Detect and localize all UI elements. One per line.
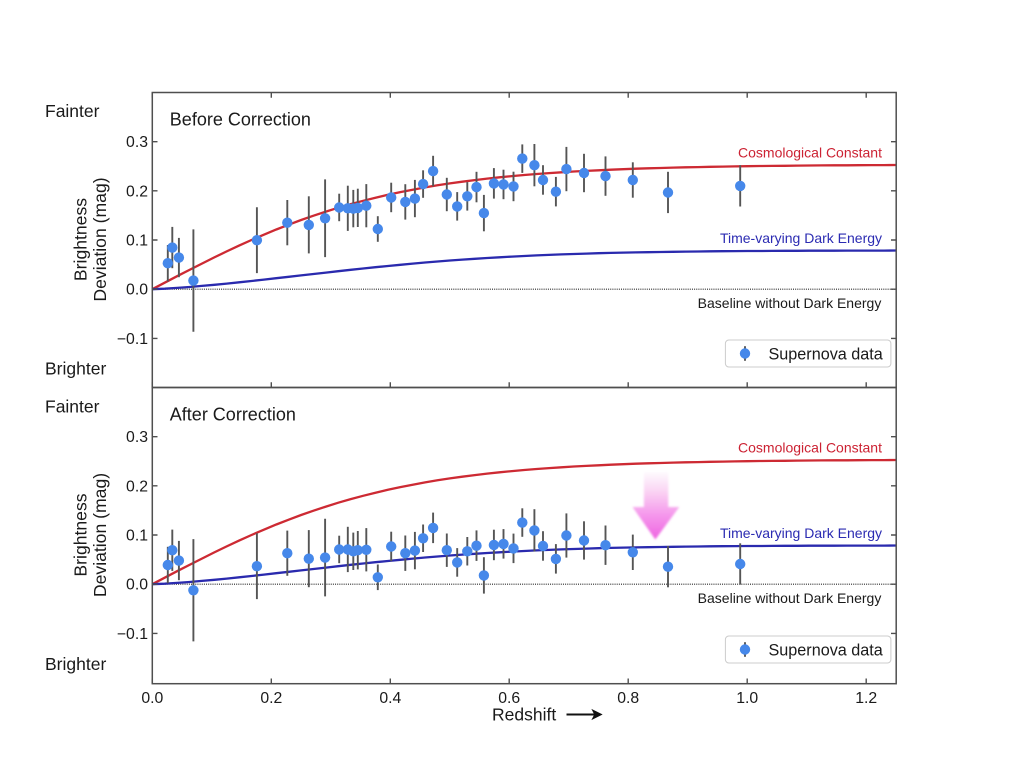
- svg-text:Deviation (mag): Deviation (mag): [90, 473, 110, 597]
- svg-text:Deviation (mag): Deviation (mag): [90, 177, 110, 301]
- svg-text:1.0: 1.0: [736, 690, 758, 707]
- svg-text:0.6: 0.6: [498, 690, 520, 707]
- svg-text:Before Correction: Before Correction: [170, 110, 311, 130]
- svg-text:0.2: 0.2: [126, 183, 148, 200]
- svg-text:0.3: 0.3: [126, 429, 148, 446]
- svg-text:−0.1: −0.1: [117, 626, 148, 643]
- svg-text:Baseline without Dark Energy: Baseline without Dark Energy: [698, 295, 882, 311]
- svg-text:0.1: 0.1: [126, 233, 148, 250]
- svg-text:0.0: 0.0: [126, 282, 148, 299]
- svg-text:0.4: 0.4: [379, 690, 401, 707]
- svg-text:0.3: 0.3: [126, 134, 148, 151]
- svg-text:−0.1: −0.1: [117, 331, 148, 348]
- svg-text:0.0: 0.0: [141, 690, 163, 707]
- svg-text:Time-varying Dark Energy: Time-varying Dark Energy: [720, 525, 882, 541]
- svg-text:Brighter: Brighter: [45, 359, 106, 379]
- svg-text:Redshift: Redshift: [492, 705, 556, 725]
- svg-text:0.2: 0.2: [126, 478, 148, 495]
- svg-text:Time-varying Dark Energy: Time-varying Dark Energy: [720, 230, 882, 246]
- svg-text:After Correction: After Correction: [170, 405, 296, 425]
- svg-text:Cosmological Constant: Cosmological Constant: [738, 440, 882, 456]
- svg-text:0.1: 0.1: [126, 528, 148, 545]
- svg-text:Fainter: Fainter: [45, 397, 100, 417]
- svg-text:Supernova data: Supernova data: [769, 641, 883, 659]
- svg-text:Brighter: Brighter: [45, 654, 106, 674]
- svg-text:0.2: 0.2: [260, 690, 282, 707]
- svg-text:Cosmological Constant: Cosmological Constant: [738, 145, 882, 161]
- svg-text:Fainter: Fainter: [45, 101, 100, 121]
- svg-text:Brightness: Brightness: [71, 493, 91, 576]
- svg-text:Brightness: Brightness: [71, 198, 91, 281]
- svg-text:Supernova data: Supernova data: [769, 345, 883, 363]
- svg-text:Baseline without Dark Energy: Baseline without Dark Energy: [698, 590, 882, 606]
- svg-text:0.0: 0.0: [126, 577, 148, 594]
- svg-text:1.2: 1.2: [855, 690, 877, 707]
- svg-text:0.8: 0.8: [617, 690, 639, 707]
